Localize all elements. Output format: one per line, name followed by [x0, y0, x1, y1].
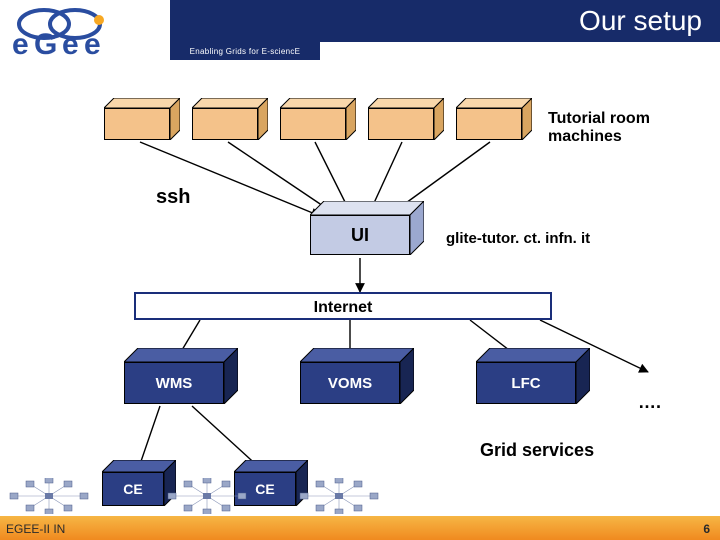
tagline-bar: Enabling Grids for E-sciencE — [170, 42, 320, 60]
svg-text:e: e — [62, 28, 79, 60]
footer-left-text: EGEE-II IN — [6, 522, 65, 536]
tutorial-box-2-front — [280, 108, 346, 140]
tutorial-box-2 — [280, 98, 356, 140]
tutorial-box-4-front — [456, 108, 522, 140]
slide-root: e G e e Our setup Enabling Grids for E-s… — [0, 0, 720, 540]
tutorial-box-1 — [192, 98, 268, 140]
tagline-text: Enabling Grids for E-sciencE — [190, 47, 301, 56]
tutorial-box-0 — [104, 98, 180, 140]
service-box-voms-label: VOMS — [328, 375, 372, 392]
service-box-lfc: LFC — [476, 348, 590, 404]
ellipsis-label: …. — [638, 392, 661, 413]
service-box-wms: WMS — [124, 348, 238, 404]
service-box-voms: VOMS — [300, 348, 414, 404]
tutorial-room-label-line1: Tutorial room — [548, 110, 650, 127]
grid-services-label: Grid services — [480, 440, 594, 461]
footer-bar: EGEE-II IN 6 — [0, 516, 720, 540]
tutorial-box-3 — [368, 98, 444, 140]
ce-box-0-front: CE — [102, 472, 164, 506]
slide-title: Our setup — [579, 5, 702, 37]
service-box-lfc-front: LFC — [476, 362, 576, 404]
svg-text:e: e — [84, 28, 101, 60]
header-bar: Our setup — [170, 0, 720, 42]
page-number: 6 — [703, 522, 710, 536]
ui-box-front: UI — [310, 215, 410, 255]
internet-label: Internet — [314, 299, 373, 316]
glite-hostname-label: glite-tutor. ct. infn. it — [446, 230, 590, 247]
ui-box: UI — [310, 201, 424, 255]
ssh-label: ssh — [156, 186, 190, 209]
internet-box: Internet — [134, 292, 552, 320]
tutorial-box-3-front — [368, 108, 434, 140]
service-box-lfc-label: LFC — [511, 375, 540, 392]
worker-cluster-1 — [162, 478, 252, 514]
worker-cluster-2 — [294, 478, 384, 514]
tutorial-box-1-front — [192, 108, 258, 140]
svg-text:G: G — [34, 28, 57, 60]
service-box-wms-front: WMS — [124, 362, 224, 404]
tutorial-box-0-front — [104, 108, 170, 140]
arrows-layer — [0, 0, 720, 540]
tutorial-room-label: Tutorial room machines — [548, 110, 650, 147]
ce-box-0-label: CE — [123, 481, 142, 497]
svg-text:e: e — [12, 28, 29, 60]
ce-box-1-label: CE — [255, 481, 274, 497]
service-box-wms-label: WMS — [156, 375, 193, 392]
tutorial-box-4 — [456, 98, 532, 140]
ui-box-label: UI — [351, 225, 369, 246]
tutorial-room-label-line2: machines — [548, 128, 622, 145]
service-box-voms-front: VOMS — [300, 362, 400, 404]
worker-cluster-0 — [4, 478, 94, 514]
egee-logo: e G e e — [8, 4, 168, 60]
